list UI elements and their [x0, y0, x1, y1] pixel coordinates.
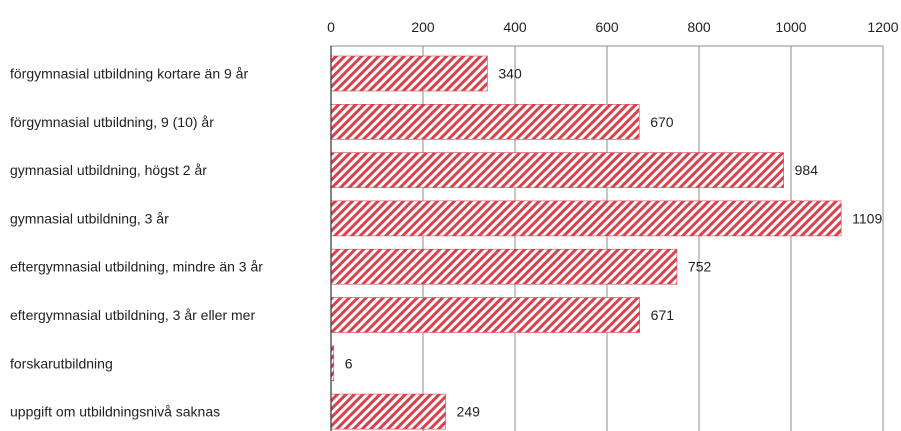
data-label: 340 [498, 66, 522, 82]
category-label: gymnasial utbildning, högst 2 år [10, 162, 207, 178]
category-label: förgymnasial utbildning, 9 (10) år [10, 114, 214, 130]
x-tick-label: 1000 [775, 19, 806, 35]
bar [330, 55, 488, 92]
bar [330, 248, 678, 285]
bar [330, 200, 842, 237]
data-label: 249 [457, 404, 481, 420]
y-axis-line [330, 45, 883, 431]
category-label: gymnasial utbildning, 3 år [10, 210, 169, 226]
x-tick-label: 600 [595, 19, 619, 35]
category-labels: förgymnasial utbildning kortare än 9 år f… [10, 66, 263, 420]
bars [330, 55, 842, 430]
category-label: eftergymnasial utbildning, mindre än 3 å… [10, 259, 263, 275]
x-tick-label: 400 [503, 19, 527, 35]
bar [330, 297, 640, 333]
x-tick-label: 1200 [867, 19, 898, 35]
data-label: 752 [688, 259, 712, 275]
bar [330, 104, 640, 140]
data-labels: 340 670 984 1109 752 671 6 249 [345, 66, 883, 420]
category-label: forskarutbildning [10, 355, 113, 371]
category-label: eftergymnasial utbildning, 3 år eller me… [10, 307, 255, 323]
gridlines [422, 46, 884, 431]
data-label: 671 [651, 307, 675, 323]
x-tick-label: 800 [687, 19, 711, 35]
x-tick-label: 200 [411, 19, 435, 35]
bar [330, 393, 446, 430]
data-label: 1109 [852, 210, 882, 226]
data-label: 984 [795, 162, 819, 178]
category-label: förgymnasial utbildning kortare än 9 år [10, 66, 248, 82]
bar [330, 152, 784, 188]
data-label: 6 [345, 355, 353, 371]
x-axis-ticks: 0 200 400 600 800 1000 1200 [327, 19, 899, 35]
data-label: 670 [650, 114, 674, 130]
x-tick-label: 0 [327, 19, 335, 35]
category-label: uppgift om utbildningsnivå saknas [10, 404, 220, 420]
